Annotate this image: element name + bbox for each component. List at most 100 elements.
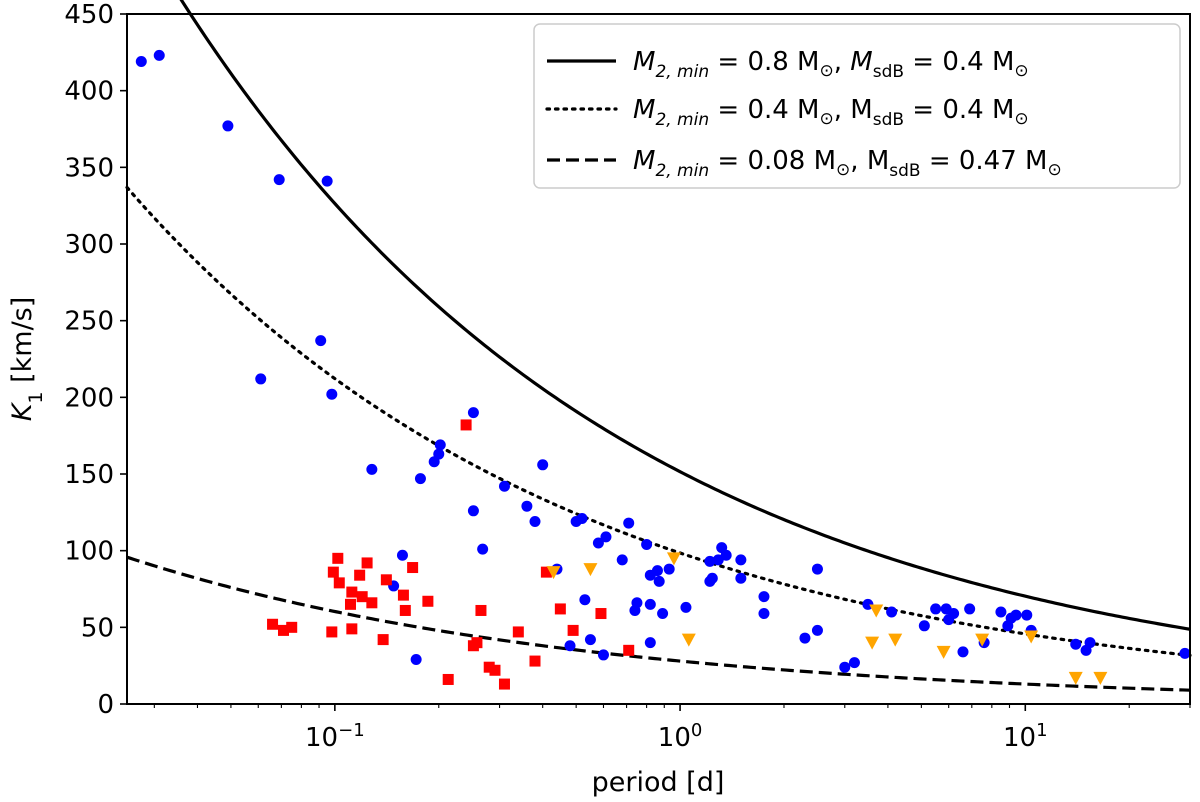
data-point-circle: [995, 606, 1007, 618]
data-point-circle: [564, 640, 576, 652]
data-point-square: [475, 604, 487, 616]
data-point-square: [286, 621, 298, 633]
legend-label: M2, min = 0.8 M⊙, MsdB = 0.4 M⊙: [633, 47, 1029, 82]
data-point-circle: [153, 49, 165, 61]
y-axis: 0 50 100 150 200 250 300 350 400 450: [64, 0, 127, 720]
data-point-square: [333, 577, 345, 589]
data-point-square: [483, 661, 495, 673]
data-point-circle: [839, 661, 851, 673]
legend-box: [533, 23, 1181, 189]
data-point-square: [407, 562, 419, 574]
data-point-circle: [135, 56, 147, 68]
data-point-square: [356, 591, 368, 603]
data-point-circle: [735, 572, 747, 584]
data-point-triangle: [583, 563, 598, 577]
data-point-circle: [657, 608, 669, 620]
data-point-circle: [529, 516, 541, 528]
x-tick-label: 100: [658, 720, 703, 754]
data-point-circle: [1070, 638, 1082, 650]
data-point-circle: [758, 608, 770, 620]
data-point-circle: [644, 598, 656, 610]
y-tick-label: 100: [64, 537, 114, 567]
data-point-circle: [1179, 647, 1191, 659]
y-tick-label: 350: [64, 153, 114, 183]
data-points: [135, 49, 1191, 690]
data-point-square: [471, 637, 483, 649]
data-point-circle: [848, 657, 860, 669]
data-point-circle: [433, 448, 445, 460]
data-point-circle: [321, 175, 333, 187]
data-point-triangle: [1024, 630, 1039, 644]
data-point-circle: [735, 554, 747, 566]
y-tick-label: 400: [64, 77, 114, 107]
data-point-circle: [623, 517, 635, 529]
legend-label: M2, min = 0.4 M⊙, MsdB = 0.4 M⊙: [633, 95, 1029, 130]
data-point-circle: [886, 606, 898, 618]
x-axis: 10−1 100 101: [153, 704, 1191, 754]
data-point-circle: [434, 439, 446, 451]
data-point-square: [327, 566, 339, 578]
y-tick-label: 450: [64, 0, 114, 30]
data-point-circle: [930, 603, 942, 615]
data-point-triangle: [1093, 671, 1108, 685]
y-tick-label: 150: [64, 460, 114, 490]
data-point-square: [344, 598, 356, 610]
data-point-circle: [631, 597, 643, 609]
data-point-square: [567, 624, 579, 636]
data-point-triangle: [869, 604, 884, 618]
data-point-circle: [222, 120, 234, 132]
data-point-triangle: [681, 633, 696, 647]
data-point-circle: [597, 649, 609, 661]
data-point-circle: [616, 554, 628, 566]
data-point-square: [399, 604, 411, 616]
data-point-circle: [663, 563, 675, 575]
data-point-square: [422, 595, 434, 607]
model-curves: [125, 0, 1192, 692]
data-point-triangle: [975, 633, 990, 647]
data-point-circle: [720, 549, 732, 561]
data-point-triangle: [936, 645, 951, 659]
data-point-circle: [255, 373, 267, 385]
data-point-circle: [811, 624, 823, 636]
data-point-square: [512, 626, 524, 638]
data-point-square: [595, 608, 607, 620]
data-point-triangle: [865, 636, 880, 650]
data-point-circle: [315, 335, 327, 347]
data-point-square: [366, 597, 378, 609]
data-point-circle: [653, 575, 665, 587]
data-point-circle: [811, 563, 823, 575]
data-point-circle: [366, 463, 378, 475]
data-point-circle: [641, 539, 653, 551]
data-point-circle: [706, 572, 718, 584]
data-point-square: [346, 623, 358, 635]
data-point-circle: [414, 473, 426, 485]
data-point-square: [346, 586, 358, 598]
data-point-circle: [273, 174, 285, 186]
y-axis-label: K1 [km/s]: [7, 297, 47, 422]
data-point-circle: [600, 531, 612, 543]
curve-dotted: [125, 185, 1192, 657]
data-point-triangle: [1068, 671, 1083, 685]
curve-dashed: [126, 555, 1191, 692]
data-point-square: [377, 634, 389, 646]
y-tick-label: 50: [81, 613, 114, 643]
x-tick-label: 101: [1003, 720, 1048, 754]
data-point-square: [460, 419, 472, 431]
data-point-circle: [680, 601, 692, 613]
data-point-square: [498, 678, 510, 690]
legend-label: M2, min = 0.08 M⊙, MsdB = 0.47 M⊙: [633, 146, 1062, 181]
data-point-circle: [498, 480, 510, 492]
data-point-circle: [1010, 609, 1022, 621]
data-point-square: [332, 552, 344, 564]
data-point-circle: [584, 634, 596, 646]
x-axis-label: period [d]: [592, 767, 725, 798]
y-tick-label: 300: [64, 230, 114, 260]
data-point-triangle: [546, 566, 561, 580]
y-tick-label: 0: [97, 690, 114, 720]
data-point-circle: [758, 591, 770, 603]
data-point-circle: [644, 637, 656, 649]
data-point-square: [354, 569, 366, 581]
data-point-square: [380, 574, 392, 586]
data-point-circle: [592, 537, 604, 549]
